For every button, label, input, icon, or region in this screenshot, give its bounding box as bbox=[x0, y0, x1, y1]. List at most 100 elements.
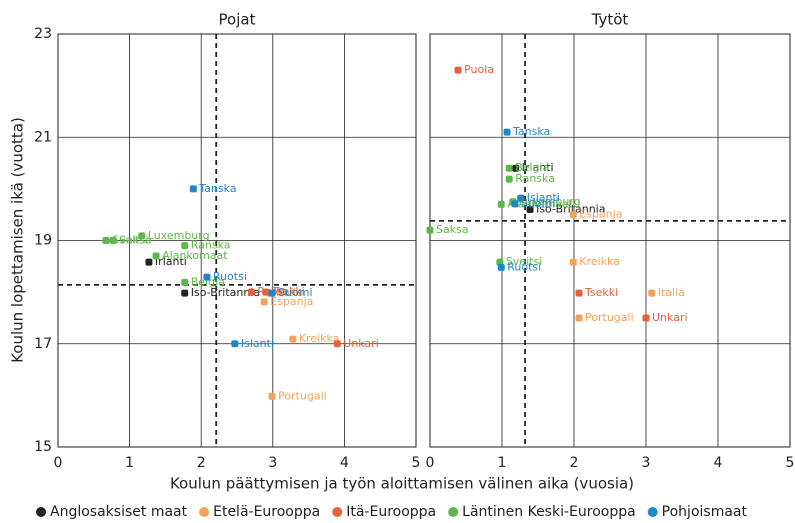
point bbox=[138, 232, 146, 240]
y-tick-label: 21 bbox=[34, 129, 52, 145]
point bbox=[333, 340, 341, 348]
point bbox=[181, 289, 189, 297]
point bbox=[247, 288, 255, 296]
point-label: Saksa bbox=[436, 223, 469, 236]
point bbox=[569, 258, 577, 266]
point bbox=[152, 252, 160, 260]
legend-swatch bbox=[199, 507, 210, 517]
point-label: Irlanti bbox=[522, 161, 554, 174]
point-label: Portugali bbox=[585, 311, 634, 324]
legend: Anglosaksiset maat Etelä-Eurooppa Itä-Euro… bbox=[36, 504, 747, 520]
point-label: Italia bbox=[658, 286, 685, 299]
plot-frame bbox=[429, 33, 791, 448]
point bbox=[262, 288, 270, 296]
point-label: Espanja bbox=[270, 295, 313, 308]
point-label: Unkari bbox=[652, 311, 688, 324]
point-label: Islanti bbox=[241, 337, 274, 350]
point bbox=[517, 194, 525, 202]
plot-frame bbox=[57, 33, 417, 448]
x-tick-label: 1 bbox=[125, 455, 134, 471]
x-tick-label: 3 bbox=[642, 455, 651, 471]
point bbox=[512, 164, 520, 172]
point-label: Islanti bbox=[527, 191, 560, 204]
x-tick-label: 3 bbox=[268, 455, 277, 471]
panel-title: Pojat bbox=[219, 11, 256, 29]
legend-label: Pohjoismaat bbox=[662, 504, 748, 520]
point-label: Iso-Britannia bbox=[536, 203, 605, 216]
point bbox=[268, 392, 276, 400]
x-tick-label: 4 bbox=[340, 455, 349, 471]
panel-title: Tytöt bbox=[591, 11, 629, 29]
x-tick-label: 2 bbox=[570, 455, 579, 471]
point-label: Tsekki bbox=[584, 286, 618, 299]
point-label: Ranska bbox=[191, 239, 231, 252]
point-label: Italia bbox=[276, 286, 303, 299]
point-label: Kreikka bbox=[299, 332, 340, 345]
y-axis-label: Koulun lopettamisen ikä (vuotta) bbox=[9, 117, 27, 363]
point bbox=[648, 289, 656, 297]
point bbox=[454, 66, 462, 74]
point-label: Portugali bbox=[278, 389, 327, 402]
x-tick-label: 5 bbox=[786, 455, 795, 471]
x-axis-label: Koulun päättymisen ja työn aloittamisen … bbox=[170, 475, 634, 493]
legend-label: Anglosaksiset maat bbox=[50, 504, 188, 520]
point-label: Belgia bbox=[515, 161, 549, 174]
point bbox=[102, 237, 110, 244]
point bbox=[109, 237, 117, 244]
point bbox=[426, 226, 434, 234]
point bbox=[289, 335, 297, 343]
point-label: Luxemburg bbox=[519, 195, 581, 208]
x-tick-label: 5 bbox=[412, 455, 421, 471]
point bbox=[497, 200, 505, 208]
point bbox=[569, 211, 577, 219]
point-label: Espanja bbox=[579, 208, 622, 221]
point bbox=[526, 206, 534, 214]
point-label: Luxemburg bbox=[148, 229, 210, 242]
point bbox=[189, 185, 197, 193]
point bbox=[505, 164, 513, 172]
point bbox=[203, 273, 211, 281]
point bbox=[511, 200, 519, 208]
point-label: Ruotsi bbox=[213, 270, 247, 283]
point bbox=[260, 298, 268, 306]
point-label: Unkari bbox=[343, 337, 379, 350]
point-label: Tanska bbox=[198, 182, 236, 195]
x-tick-label: 0 bbox=[426, 455, 435, 471]
x-tick-label: 1 bbox=[498, 455, 507, 471]
point-label: Alankomaat bbox=[162, 249, 228, 262]
point bbox=[181, 242, 189, 250]
point bbox=[503, 128, 511, 136]
legend-swatch bbox=[647, 507, 658, 517]
legend-swatch bbox=[36, 507, 47, 517]
point-label: Ranska bbox=[515, 172, 555, 185]
point bbox=[575, 289, 583, 297]
point-label: Irlanti bbox=[155, 255, 187, 268]
point-label: Ruotsi bbox=[507, 260, 541, 273]
point-label: Sveitsi bbox=[506, 255, 542, 268]
point bbox=[505, 175, 513, 183]
y-tick-label: 19 bbox=[34, 233, 52, 249]
legend-swatch bbox=[448, 507, 459, 517]
point bbox=[181, 278, 189, 286]
point-label: Tanska bbox=[512, 125, 550, 138]
legend-label: Etelä-Eurooppa bbox=[213, 504, 320, 520]
point bbox=[497, 263, 505, 271]
point-label: Kreikka bbox=[579, 255, 620, 268]
x-tick-label: 4 bbox=[714, 455, 723, 471]
point bbox=[642, 314, 650, 322]
y-tick-label: 15 bbox=[34, 439, 52, 455]
point bbox=[145, 258, 153, 266]
point-label: Puola bbox=[464, 63, 494, 76]
y-tick-label: 17 bbox=[34, 336, 52, 352]
x-tick-label: 2 bbox=[197, 455, 206, 471]
legend-swatch bbox=[332, 507, 343, 517]
point-label: Suomi bbox=[521, 197, 555, 210]
point-label: Tsekki bbox=[271, 285, 305, 298]
point-label: Suomi bbox=[278, 286, 312, 299]
point bbox=[231, 340, 239, 348]
y-tick-label: 23 bbox=[34, 26, 52, 42]
legend-label: Itä-Eurooppa bbox=[346, 504, 436, 520]
point bbox=[575, 314, 583, 322]
legend-label: Läntinen Keski-Eurooppa bbox=[462, 504, 636, 520]
